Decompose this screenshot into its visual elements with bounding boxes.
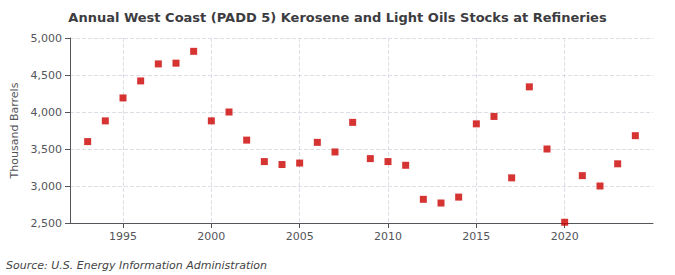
svg-text:3,000: 3,000 (31, 180, 63, 193)
svg-text:Annual West Coast (PADD 5) Ker: Annual West Coast (PADD 5) Kerosene and … (68, 10, 607, 25)
svg-text:4,000: 4,000 (31, 106, 63, 119)
svg-text:3,500: 3,500 (31, 143, 63, 156)
svg-text:2020: 2020 (551, 230, 579, 243)
svg-text:Source: U.S. Energy Informatio: Source: U.S. Energy Information Administ… (6, 259, 267, 272)
svg-text:2015: 2015 (462, 230, 490, 243)
svg-text:2,500: 2,500 (31, 217, 63, 230)
svg-text:5,000: 5,000 (31, 32, 63, 45)
svg-text:1995: 1995 (109, 230, 137, 243)
svg-text:2005: 2005 (286, 230, 314, 243)
svg-text:4,500: 4,500 (31, 69, 63, 82)
svg-text:2000: 2000 (197, 230, 225, 243)
svg-text:Thousand Barrels: Thousand Barrels (8, 82, 21, 179)
svg-text:2010: 2010 (374, 230, 402, 243)
